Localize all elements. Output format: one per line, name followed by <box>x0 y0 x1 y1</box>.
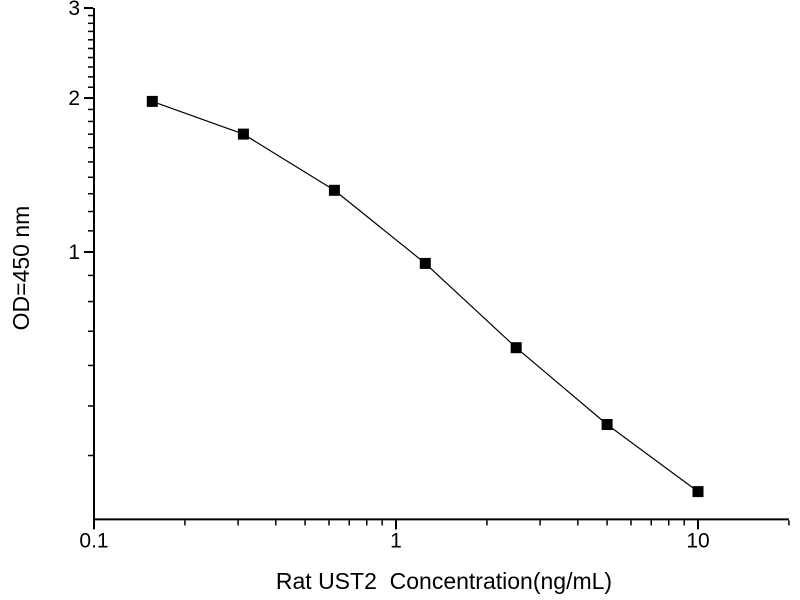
data-point-marker <box>146 95 158 107</box>
y-tick-label: 1 <box>68 241 80 264</box>
data-point-marker <box>510 342 522 354</box>
x-axis-title: Rat UST2 Concentration(ng/mL) <box>275 568 613 594</box>
x-tick-label: 0.1 <box>79 529 108 552</box>
data-point-marker <box>237 128 249 140</box>
data-point-marker <box>419 257 431 269</box>
curve-line <box>152 100 699 493</box>
y-tick-label: 2 <box>68 87 80 110</box>
x-tick-label: 1 <box>390 529 402 552</box>
data-point-marker <box>328 184 340 196</box>
y-tick-label: 3 <box>68 0 80 20</box>
data-point-marker <box>601 419 613 430</box>
x-tick-label: 10 <box>686 529 709 552</box>
data-point-marker <box>692 486 704 498</box>
y-axis-title: OD=450 nm <box>8 205 34 331</box>
